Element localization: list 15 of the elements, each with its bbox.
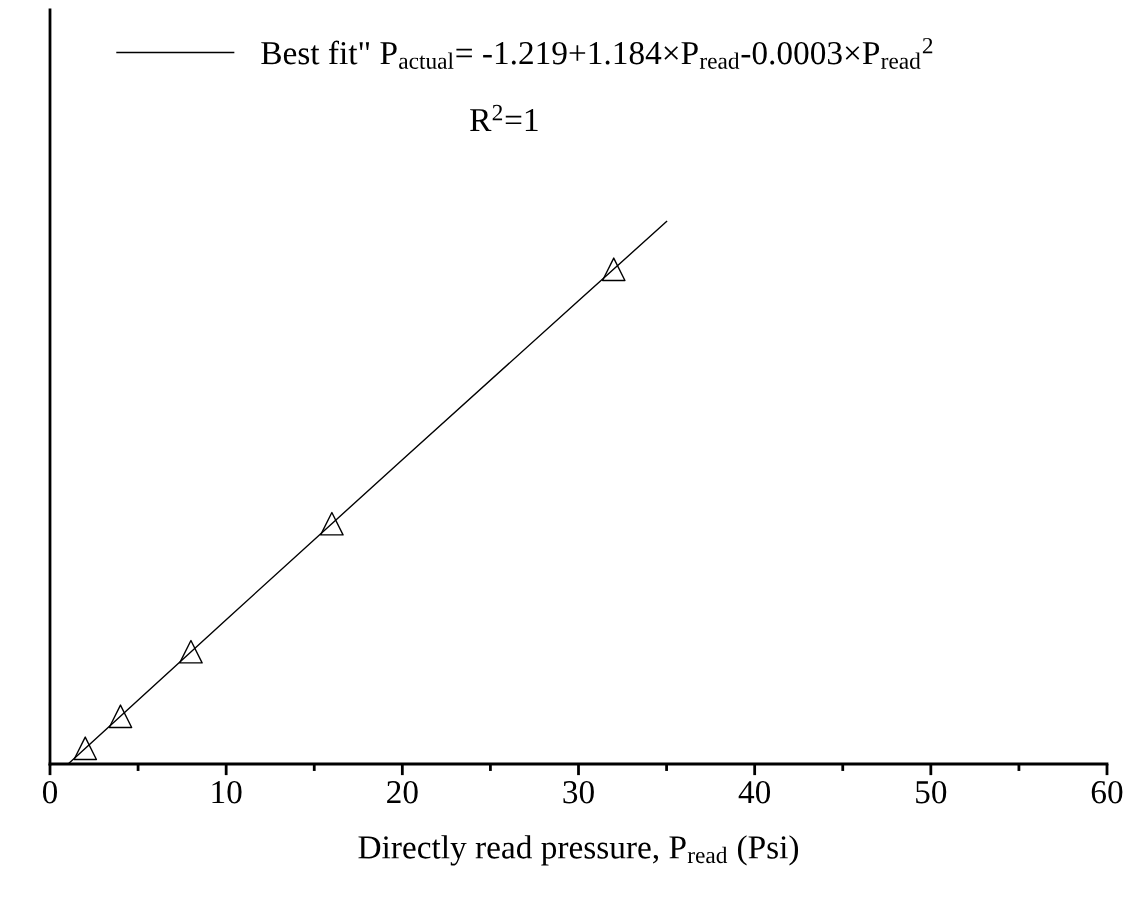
- x-tick-label: 10: [212, 780, 242, 804]
- point: [319, 511, 344, 536]
- x-tick-label: 50: [916, 780, 947, 804]
- x-tick-label: 40: [738, 780, 771, 804]
- text: R$^{2}$=1: [470, 104, 538, 131]
- legend-label: Best fit" P$_{actual}$= -1.219+1.184×P$_{read}$-0.0003×P$_{read}$$^{2}$: [261, 37, 933, 69]
- x-tick-label: 0: [42, 780, 58, 804]
- x-tick-label: 30: [563, 780, 594, 804]
- x-tick-label: 60: [1091, 780, 1123, 804]
- x-tick-label: 20: [387, 780, 418, 804]
- x-axis-title: Directly read pressure, P$_{read}$ (Psi): [358, 835, 799, 866]
- point: [179, 639, 203, 664]
- point: [601, 257, 626, 282]
- point: [108, 704, 133, 729]
- point: [73, 736, 98, 761]
